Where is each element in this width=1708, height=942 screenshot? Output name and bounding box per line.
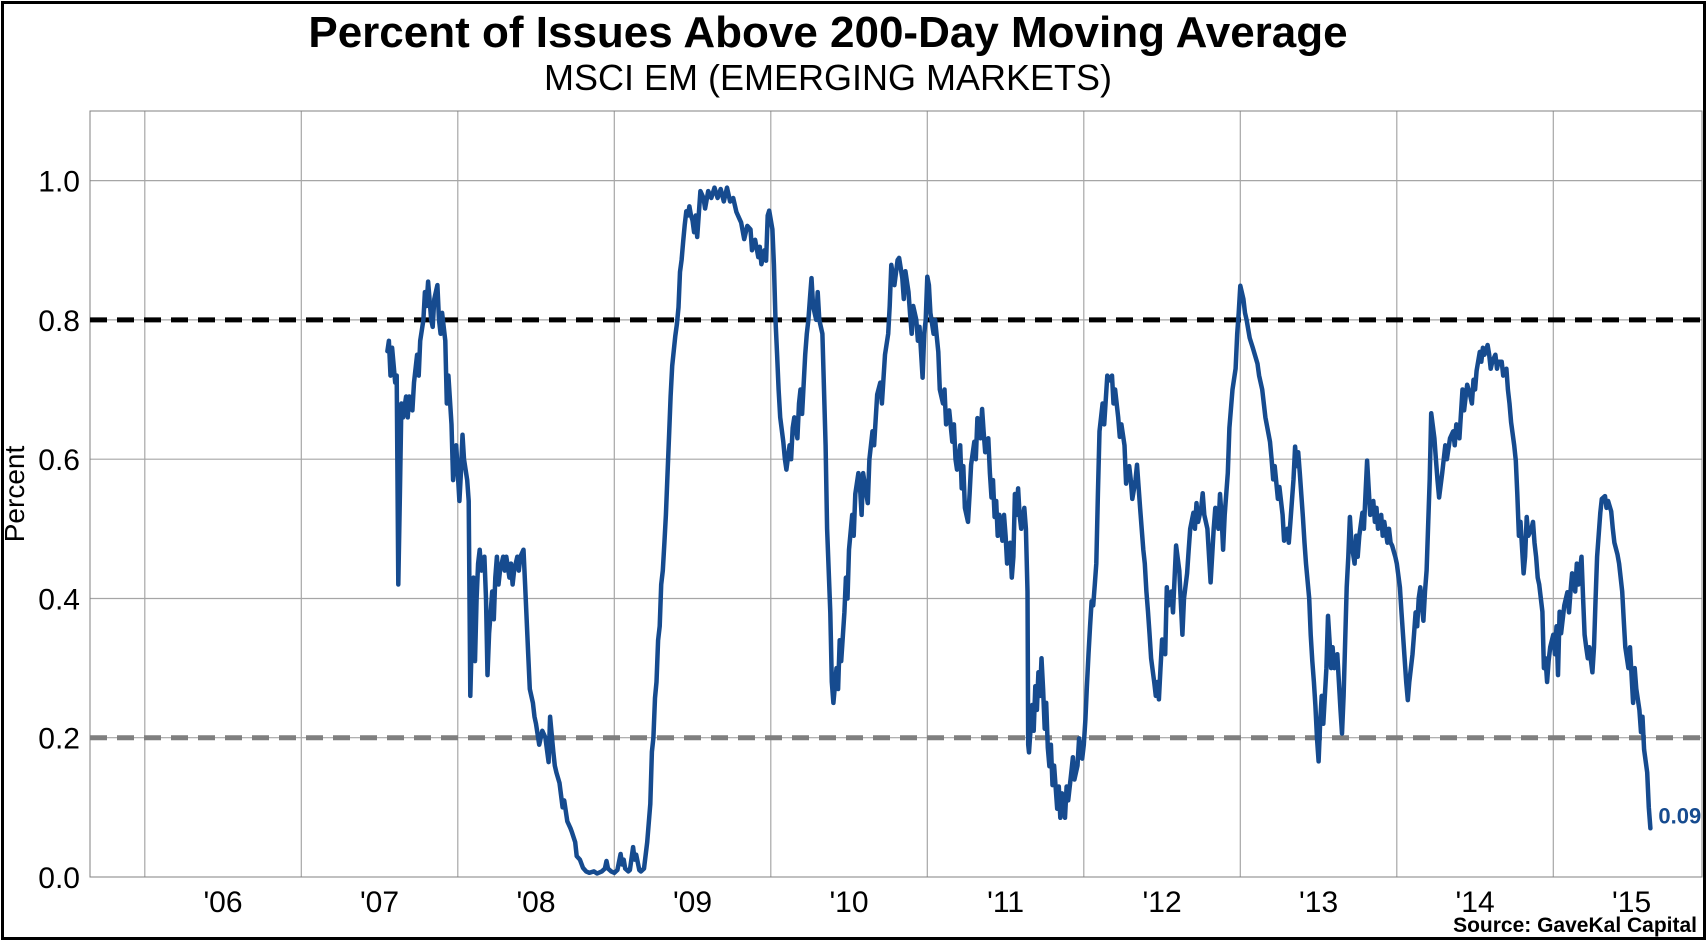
x-tick-label: '11 [987,886,1024,919]
chart-subtitle: MSCI EM (EMERGING MARKETS) [544,57,1112,98]
last-value-label: 0.09 [1658,803,1701,828]
x-tick-label: '09 [673,886,712,919]
source-credit: Source: GaveKal Capital [1453,914,1697,937]
y-tick-label: 1.0 [38,166,80,199]
y-tick-label: 0.4 [38,584,80,617]
x-tick-label: '13 [1299,886,1338,919]
plot-border [89,110,1703,878]
y-tick-label: 0.2 [38,723,80,756]
reference-lines [90,317,1702,741]
series-line [385,185,1653,876]
chart-title: Percent of Issues Above 200-Day Moving A… [308,8,1347,57]
y-tick-label: 0.6 [38,444,80,477]
gridlines [90,111,1702,877]
x-tick-label: '10 [829,886,868,919]
x-tick-label: '15 [1612,886,1651,919]
x-tick-label: '08 [516,886,555,919]
x-tick-label: '14 [1456,886,1495,919]
x-tick-label: '07 [360,886,399,919]
y-axis-title: Percent [0,446,30,543]
x-tick-label: '12 [1143,886,1182,919]
y-tick-label: 0.8 [38,305,80,338]
x-tick-label: '06 [203,886,242,919]
y-axis-labels: 0.0 0.2 0.4 0.6 0.8 1.0 [38,166,80,895]
y-tick-label: 0.0 [38,862,80,895]
x-axis-labels: '06 '07 '08 '09 '10 '11 '12 '13 '14 '15 [203,886,1651,919]
